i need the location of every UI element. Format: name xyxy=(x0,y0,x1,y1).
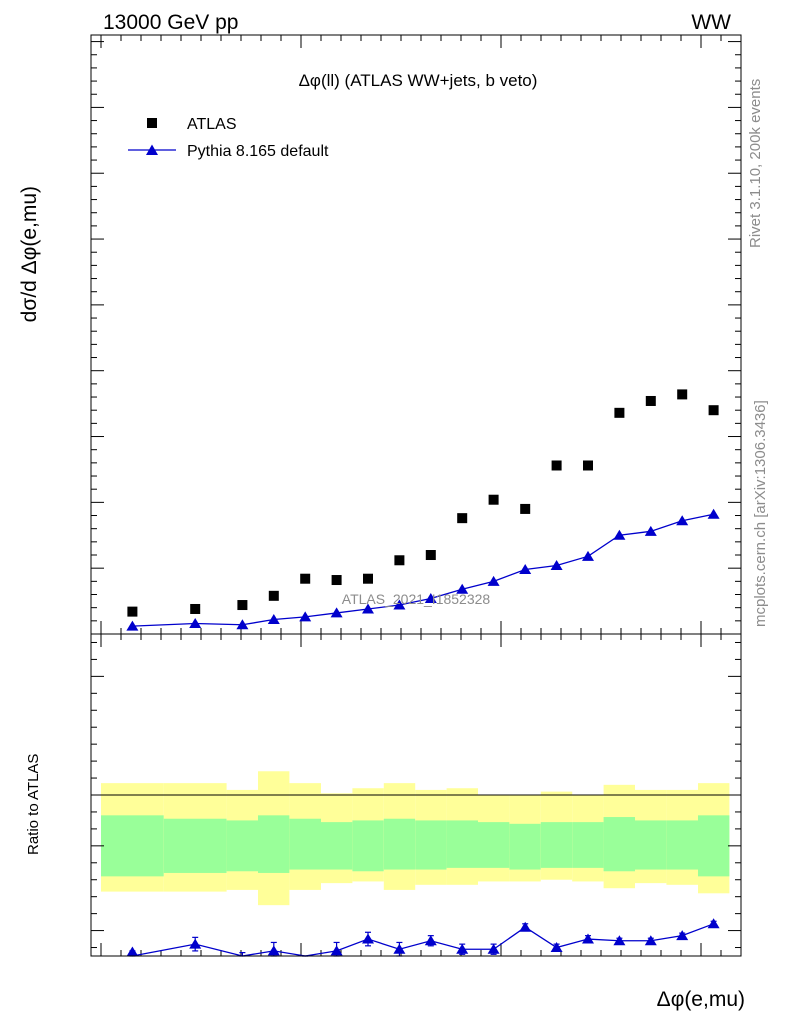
ratio-mc-point xyxy=(644,935,657,946)
data-point xyxy=(614,407,625,418)
data-point xyxy=(190,603,201,614)
band-inner-9 xyxy=(446,820,478,868)
data-point xyxy=(551,460,562,471)
data-point xyxy=(488,494,499,505)
legend-data-marker xyxy=(147,118,157,128)
data-point xyxy=(127,606,138,617)
main-axis-ticks xyxy=(91,35,741,635)
ratio-mc-point xyxy=(519,921,532,932)
ratio-mc-point xyxy=(267,945,280,956)
data-point xyxy=(425,550,436,561)
data-point xyxy=(300,573,311,584)
mc-point xyxy=(644,525,657,536)
energy-label: 13000 GeV pp xyxy=(103,11,238,34)
data-point xyxy=(583,460,593,471)
band-inner-7 xyxy=(383,818,416,870)
uncertainty-band xyxy=(101,771,730,906)
legend-mc-label: Pythia 8.165 default xyxy=(187,143,329,160)
ratio-plot-marks xyxy=(126,918,720,957)
ratio-mc-point xyxy=(550,942,563,953)
source-label: mcplots.cern.ch [arXiv:1306.3436] xyxy=(752,400,769,627)
mc-point xyxy=(676,515,689,526)
ratio-mc-point xyxy=(456,943,469,954)
mc-point xyxy=(330,607,343,618)
data-point xyxy=(268,590,279,601)
mc-point xyxy=(189,617,202,628)
ratio-mc-point xyxy=(330,945,343,956)
ratio-plot-frame xyxy=(90,633,742,957)
mc-point xyxy=(456,583,469,594)
data-point xyxy=(520,503,531,514)
ratio-mc-point xyxy=(707,918,720,929)
mc-point xyxy=(613,529,626,540)
band-inner-15 xyxy=(635,820,667,870)
band-inner-4 xyxy=(289,818,321,870)
data-point xyxy=(331,575,342,586)
mc-point xyxy=(707,508,720,519)
mc-point xyxy=(267,614,280,625)
mc-point xyxy=(236,619,249,630)
band-inner-1 xyxy=(163,818,227,873)
ratio-mc-point xyxy=(487,943,500,954)
band-inner-16 xyxy=(666,820,698,870)
band-inner-17 xyxy=(698,815,730,877)
x-axis-label: Δφ(e,mu) xyxy=(657,988,745,1011)
rivet-label: Rivet 3.1.10, 200k events xyxy=(747,79,764,248)
data-point xyxy=(394,555,405,566)
ratio-mc-point xyxy=(189,938,202,949)
band-inner-2 xyxy=(226,820,258,872)
mc-line xyxy=(132,513,714,627)
ratio-mc-point xyxy=(424,935,437,946)
ratio-mc-point xyxy=(393,943,406,954)
ratio-mc-point xyxy=(613,935,626,946)
band-inner-0 xyxy=(101,815,164,877)
band-inner-8 xyxy=(415,820,447,870)
data-point xyxy=(237,600,248,611)
ratio-mc-point xyxy=(676,930,689,941)
process-label: WW xyxy=(691,11,731,34)
data-point xyxy=(363,573,373,584)
mc-point xyxy=(582,550,594,561)
legend-mc-marker xyxy=(146,144,158,155)
band-inner-14 xyxy=(603,817,635,872)
ratio-mc-point xyxy=(126,946,139,957)
ratio-mc-point xyxy=(582,933,594,944)
ratio-axis-ticks xyxy=(91,634,741,956)
band-inner-3 xyxy=(258,815,290,873)
data-point xyxy=(457,513,468,524)
ratio-mc-point xyxy=(362,933,374,944)
chart-title: Δφ(ll) (ATLAS WW+jets, b veto) xyxy=(299,71,538,90)
mc-point xyxy=(299,611,312,622)
mc-point xyxy=(126,620,139,631)
data-point xyxy=(645,395,656,406)
band-inner-12 xyxy=(540,822,573,868)
mc-point xyxy=(424,592,437,603)
data-point xyxy=(677,389,688,400)
main-plot-marks xyxy=(126,389,720,631)
band-inner-11 xyxy=(509,823,541,870)
mc-point xyxy=(362,603,374,614)
band-inner-10 xyxy=(478,822,510,868)
mc-point xyxy=(519,563,532,574)
ratio-y-axis-label: Ratio to ATLAS xyxy=(25,754,42,855)
band-inner-5 xyxy=(321,822,353,870)
legend-data-label: ATLAS xyxy=(187,116,237,133)
ratio-mc-line xyxy=(132,923,714,957)
data-point xyxy=(708,405,719,416)
band-inner-13 xyxy=(572,822,604,868)
mc-point xyxy=(550,560,563,571)
band-inner-6 xyxy=(352,820,384,872)
watermark: ATLAS_2021_I1852328 xyxy=(342,591,491,607)
y-axis-label: dσ/d Δφ(e,mu) xyxy=(18,186,41,322)
mc-point xyxy=(487,575,500,586)
mc-point xyxy=(393,599,406,610)
